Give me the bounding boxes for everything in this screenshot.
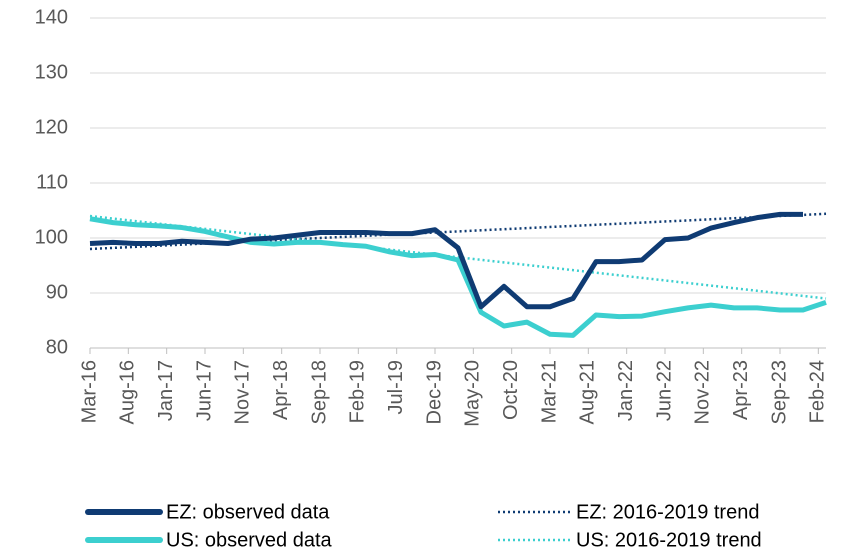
- x-tick-label: Feb-19: [347, 360, 369, 423]
- x-tick-label: Nov-22: [692, 360, 714, 424]
- legend-label: EZ: 2016-2019 trend: [576, 501, 759, 523]
- line: [89, 211, 803, 310]
- x-tick-label: Mar-16: [78, 360, 100, 423]
- x-tick-label: Feb-24: [807, 360, 829, 423]
- x-tick-label: Jun-22: [653, 360, 675, 421]
- x-tick-label: Jul-19: [385, 360, 407, 414]
- x-tick-label: Mar-21: [538, 360, 560, 423]
- y-tick-label: 100: [35, 226, 68, 248]
- x-tick-label: Dec-19: [423, 360, 445, 424]
- x-tick-label: Aug-21: [577, 360, 599, 425]
- x-tick-label: Sep-23: [768, 360, 790, 425]
- y-tick-label: 130: [35, 61, 68, 83]
- y-tick-label: 140: [35, 6, 68, 28]
- legend-label: US: 2016-2019 trend: [576, 529, 762, 550]
- line: [89, 216, 827, 338]
- y-tick-label: 120: [35, 116, 68, 138]
- x-tick-label: Apr-18: [270, 360, 292, 420]
- y-tick-label: 110: [36, 171, 68, 193]
- x-tick-label: Jan-22: [615, 360, 637, 421]
- x-tick-label: Oct-20: [500, 360, 522, 420]
- x-tick-label: Nov-17: [232, 360, 254, 424]
- x-tick-label: Aug-16: [117, 360, 139, 425]
- x-tick-label: Apr-23: [730, 360, 752, 420]
- legend-label: EZ: observed data: [166, 501, 330, 523]
- y-tick-label: 90: [46, 281, 68, 303]
- trend-line: [89, 214, 827, 300]
- x-tick-label: Sep-18: [308, 360, 330, 425]
- x-tick-label: Jun-17: [193, 360, 215, 421]
- legend-label: US: observed data: [166, 529, 333, 550]
- y-tick-label: 80: [46, 336, 68, 358]
- x-tick-label: Jan-17: [155, 360, 177, 421]
- x-tick-label: May-20: [462, 360, 484, 427]
